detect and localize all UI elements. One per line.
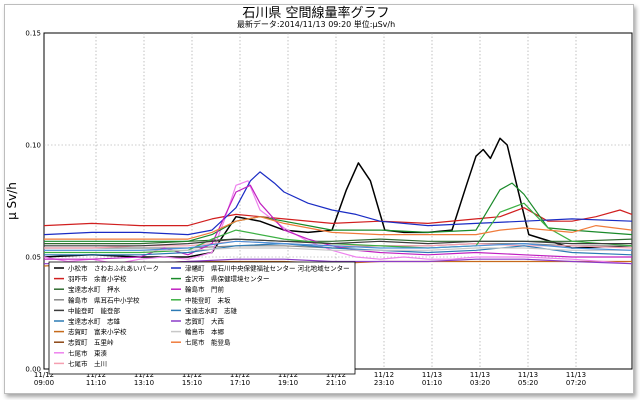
x-tick-time: 15:10 xyxy=(182,379,202,387)
x-tick-time: 09:00 xyxy=(34,379,54,387)
series-line-9 xyxy=(44,182,633,242)
x-tick-date: 11/13 xyxy=(518,371,538,379)
x-tick-date: 11/13 xyxy=(470,371,490,379)
y-tick-label: 0.05 xyxy=(25,254,41,262)
legend-entry-label: 七尾市 能登島 xyxy=(185,338,231,347)
x-tick-time: 17:10 xyxy=(230,379,250,387)
legend-entry-label: 志賀町 富来小学校 xyxy=(68,327,127,336)
y-axis-label: μ Sv/h xyxy=(5,182,19,220)
x-tick-date: 11/12 xyxy=(230,371,250,379)
series-line-10 xyxy=(44,184,632,260)
legend-entry-label: 七尾市 東湊 xyxy=(68,348,108,357)
series-line-12 xyxy=(44,243,633,256)
x-tick-time: 19:10 xyxy=(278,379,298,387)
legend-entry-label: 宝達志水町 志雄 xyxy=(68,317,121,326)
legend-entry-label: 宝達志水町 志雄 xyxy=(185,306,238,315)
series-line-8 xyxy=(43,171,633,236)
legend-entry-label: 輪島市 本郷 xyxy=(185,327,225,336)
y-tick-label: 0.10 xyxy=(25,142,41,150)
y-tick-label: 0.00 xyxy=(25,366,41,374)
x-tick-date: 11/13 xyxy=(566,371,586,379)
legend-entry-label: 中能登町 末坂 xyxy=(185,295,231,304)
x-tick-date: 11/13 xyxy=(422,371,442,379)
series-line-15 xyxy=(44,216,633,240)
x-tick-time: 01:10 xyxy=(422,379,442,387)
x-tick-time: 07:20 xyxy=(566,379,586,387)
series-line-16 xyxy=(44,238,632,247)
x-tick-time: 03:20 xyxy=(470,379,490,387)
x-tick-date: 11/12 xyxy=(182,371,202,379)
legend-box xyxy=(48,261,356,375)
x-tick-date: 11/12 xyxy=(34,371,54,379)
x-tick-time: 21:10 xyxy=(326,379,346,387)
legend-entry-label: 宝達志水町 押水 xyxy=(68,285,121,294)
x-tick-date: 11/12 xyxy=(86,371,106,379)
chart-title: 石川県 空間線量率グラフ xyxy=(242,6,390,21)
legend-entry-label: 輪島市 門前 xyxy=(185,285,225,294)
x-tick-time: 13:10 xyxy=(134,379,154,387)
chart-subtitle: 最新データ:2014/11/13 09:20 単位:μSv/h xyxy=(236,20,396,29)
x-tick-date: 11/12 xyxy=(134,371,154,379)
y-tick-label: 0.15 xyxy=(25,30,41,38)
x-tick-date: 11/12 xyxy=(278,371,298,379)
x-tick-time: 11:10 xyxy=(86,379,106,387)
x-tick-time: 23:10 xyxy=(374,379,394,387)
legend-entry-label: 七尾市 土川 xyxy=(68,359,107,368)
legend-entry-label: 志賀町 五里峠 xyxy=(68,338,114,347)
series-line-2 xyxy=(43,207,633,227)
series-line-11 xyxy=(44,202,633,254)
legend-entry-label: 志賀町 大西 xyxy=(185,317,225,326)
series-line-17 xyxy=(44,240,633,251)
x-tick-date: 11/12 xyxy=(326,371,346,379)
legend-entry-label: 金沢市 県保健環境センター xyxy=(185,274,270,283)
legend-entry-label: 中能登町 能登部 xyxy=(68,306,121,315)
x-tick-date: 11/12 xyxy=(374,371,394,379)
x-tick-time: 05:20 xyxy=(518,379,538,387)
legend-entry-label: 羽咋市 余喜小学校 xyxy=(68,274,127,283)
legend-entry-label: 津幡町 県石川中央保健福祉センター 河北地域センター xyxy=(185,264,350,273)
legend-entry-label: 小松市 さわおふれあいパーク xyxy=(68,264,159,273)
legend-entry-label: 輪島市 県耳石中小学校 xyxy=(68,295,140,304)
